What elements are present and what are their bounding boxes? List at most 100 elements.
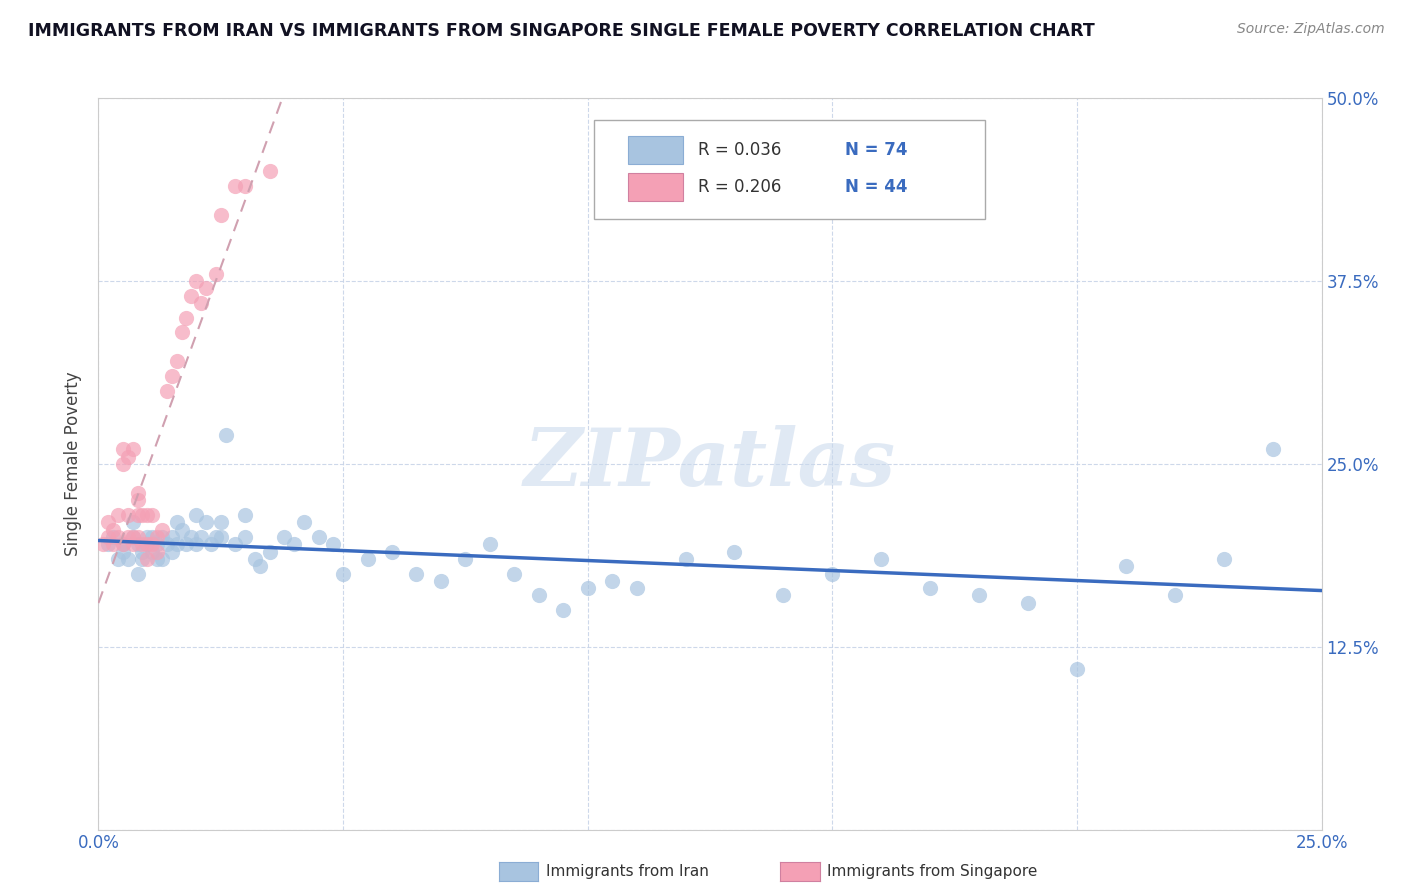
Point (141, 537, 163, 551)
Point (127, 493, 149, 508)
Point (121, 530, 143, 544)
Point (160, 369, 183, 384)
Text: Source: ZipAtlas.com: Source: ZipAtlas.com (1237, 22, 1385, 37)
Point (146, 552, 169, 566)
Point (97, 530, 120, 544)
Point (283, 537, 305, 551)
Point (136, 537, 159, 551)
Point (322, 537, 344, 551)
Point (920, 581, 942, 595)
Point (117, 530, 139, 544)
Point (146, 537, 169, 551)
Point (1066, 662, 1088, 676)
Point (101, 530, 124, 544)
Point (131, 552, 153, 566)
Point (233, 178, 256, 193)
Bar (628, 136, 683, 164)
Point (127, 486, 149, 500)
Point (503, 566, 526, 581)
Point (166, 354, 188, 368)
Point (131, 544, 153, 558)
Point (107, 508, 129, 522)
Point (156, 537, 179, 551)
Point (141, 508, 163, 522)
Point (675, 552, 697, 566)
Point (308, 530, 330, 544)
Bar (628, 173, 683, 201)
Point (111, 537, 134, 551)
Text: Immigrants from Iran: Immigrants from Iran (546, 864, 709, 879)
Point (200, 537, 222, 551)
Point (553, 603, 575, 617)
Point (273, 530, 295, 544)
Point (209, 530, 232, 544)
Point (249, 559, 271, 574)
Y-axis label: Single Female Poverty: Single Female Poverty (65, 372, 83, 556)
Point (821, 566, 844, 581)
Point (127, 566, 149, 581)
Point (141, 530, 163, 544)
Point (405, 566, 427, 581)
Point (141, 544, 163, 558)
Point (259, 544, 281, 558)
Point (107, 530, 129, 544)
Point (117, 508, 139, 522)
Point (186, 537, 208, 551)
Point (430, 574, 453, 588)
Point (190, 296, 212, 310)
Text: IMMIGRANTS FROM IRAN VS IMMIGRANTS FROM SINGAPORE SINGLE FEMALE POVERTY CORRELAT: IMMIGRANTS FROM IRAN VS IMMIGRANTS FROM … (28, 22, 1095, 40)
Point (292, 516, 315, 530)
Point (146, 530, 169, 544)
Point (166, 537, 188, 551)
Point (1017, 596, 1039, 610)
Point (160, 530, 183, 544)
Point (454, 552, 477, 566)
Point (186, 508, 208, 522)
Point (967, 589, 990, 603)
Point (214, 427, 236, 442)
Point (136, 552, 159, 566)
Point (127, 537, 149, 551)
Point (111, 544, 134, 558)
Point (576, 581, 599, 595)
Point (127, 508, 149, 522)
Point (209, 208, 232, 222)
Point (243, 552, 266, 566)
Point (356, 552, 378, 566)
Point (190, 530, 212, 544)
Point (233, 530, 256, 544)
Point (478, 537, 501, 551)
Point (121, 442, 143, 457)
Point (527, 589, 550, 603)
Text: ZIPatlas: ZIPatlas (524, 425, 896, 502)
Point (121, 537, 143, 551)
Point (332, 566, 354, 581)
Point (626, 581, 648, 595)
Point (111, 457, 134, 471)
Point (111, 537, 134, 551)
Point (91, 537, 114, 551)
Text: R = 0.206: R = 0.206 (697, 178, 782, 195)
Point (170, 523, 193, 537)
Point (170, 325, 193, 339)
Point (186, 274, 208, 288)
Point (101, 537, 124, 551)
Point (111, 442, 134, 457)
Point (209, 516, 232, 530)
Point (117, 552, 139, 566)
Point (233, 508, 256, 522)
Point (136, 508, 159, 522)
Text: Immigrants from Singapore: Immigrants from Singapore (827, 864, 1038, 879)
Text: N = 74: N = 74 (845, 141, 907, 159)
Point (1212, 552, 1234, 566)
Point (259, 164, 281, 178)
Point (224, 537, 246, 551)
FancyBboxPatch shape (593, 120, 986, 219)
Point (146, 544, 169, 558)
Point (97, 516, 120, 530)
Point (723, 544, 745, 558)
Point (131, 537, 153, 551)
Point (381, 544, 404, 558)
Point (156, 384, 179, 398)
Point (205, 530, 228, 544)
